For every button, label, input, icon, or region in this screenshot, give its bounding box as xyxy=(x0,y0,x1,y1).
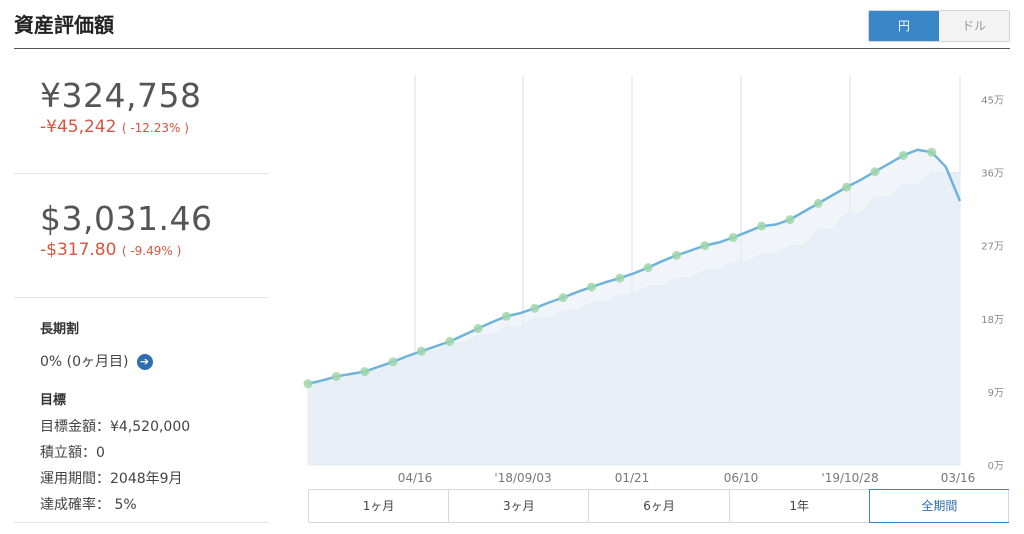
purchase-marker xyxy=(558,293,568,303)
yen-summary: ¥324,758 -¥45,242 ( -12.23% ) xyxy=(14,76,268,137)
x-tick-label: 03/16 xyxy=(941,471,976,485)
usd-value: $3,031.46 xyxy=(40,199,213,238)
currency-toggle: 円 ドル xyxy=(868,10,1010,42)
purchase-marker xyxy=(501,311,511,321)
purchase-marker xyxy=(615,273,625,283)
long-term-value: 0% (0ヶ月目) xyxy=(40,354,129,370)
x-tick-label: 06/10 xyxy=(724,471,759,485)
value-area xyxy=(308,149,960,465)
usd-change-amount: -$317.80 xyxy=(40,240,117,260)
arrow-right-icon[interactable]: ➔ xyxy=(136,354,153,370)
usd-change: -$317.80 ( -9.49% ) xyxy=(40,240,268,260)
purchase-marker xyxy=(757,221,767,231)
long-term-section: 長期割 0% (0ヶ月目) ➔ xyxy=(14,318,268,371)
purchase-marker xyxy=(586,282,596,292)
y-tick-label: 27万 xyxy=(981,242,1004,253)
purchase-marker xyxy=(303,379,313,389)
divider xyxy=(14,297,268,298)
range-1m-button[interactable]: 1ヶ月 xyxy=(309,490,450,522)
range-6m-button[interactable]: 6ヶ月 xyxy=(589,490,730,522)
value-line xyxy=(307,148,962,385)
goal-achievement: 達成確率： 5% xyxy=(40,497,137,513)
yen-change: -¥45,242 ( -12.23% ) xyxy=(40,117,268,137)
purchase-marker xyxy=(927,147,937,157)
goal-period: 運用期間：2048年9月 xyxy=(40,471,183,487)
page-title: 資産評価額 xyxy=(14,13,114,37)
range-1y-button[interactable]: 1年 xyxy=(730,490,870,522)
y-tick-label: 9万 xyxy=(988,388,1004,399)
purchase-marker xyxy=(530,303,540,313)
currency-yen-button[interactable]: 円 xyxy=(869,11,939,41)
x-tick-label: 04/16 xyxy=(398,471,433,485)
purchase-marker xyxy=(331,371,341,381)
goal-target-amount: 目標金額：¥4,520,000 xyxy=(40,419,191,435)
goal-label: 目標 xyxy=(40,393,67,408)
purchase-marker xyxy=(360,367,370,377)
header-divider xyxy=(14,48,1010,49)
divider xyxy=(14,522,268,523)
purchase-marker xyxy=(416,346,426,356)
range-selector: 1ヶ月 3ヶ月 6ヶ月 1年 全期間 xyxy=(308,489,1010,523)
currency-dollar-button[interactable]: ドル xyxy=(939,11,1009,41)
yen-change-amount: -¥45,242 xyxy=(40,117,117,137)
yen-change-percent: ( -12.23% ) xyxy=(121,121,189,135)
purchase-marker xyxy=(870,167,880,177)
contribution-area xyxy=(307,172,961,466)
purchase-marker xyxy=(445,337,455,346)
usd-summary: $3,031.46 -$317.80 ( -9.49% ) xyxy=(14,199,268,260)
yen-value: ¥324,758 xyxy=(40,76,202,115)
purchase-marker xyxy=(473,324,483,333)
usd-change-percent: ( -9.49% ) xyxy=(121,244,182,258)
x-tick-label: '19/10/28 xyxy=(821,471,878,485)
long-term-label: 長期割 xyxy=(40,322,80,337)
long-term-value-row: 0% (0ヶ月目) ➔ xyxy=(40,351,268,371)
range-3m-button[interactable]: 3ヶ月 xyxy=(449,490,590,522)
purchase-marker xyxy=(700,241,710,251)
divider xyxy=(14,173,268,174)
goal-section: 目標 目標金額：¥4,520,000 積立額：0 運用期間：2048年9月 達成… xyxy=(14,389,268,514)
x-tick-label: '18/09/03 xyxy=(494,471,551,485)
y-tick-label: 0万 xyxy=(988,461,1004,472)
purchase-marker xyxy=(813,198,823,208)
y-tick-label: 45万 xyxy=(981,95,1004,106)
y-tick-label: 36万 xyxy=(981,169,1004,180)
range-all-button[interactable]: 全期間 xyxy=(868,489,1010,523)
purchase-marker xyxy=(388,357,398,367)
goal-accumulation: 積立額：0 xyxy=(40,445,105,461)
purchase-marker xyxy=(785,215,795,225)
purchase-marker xyxy=(643,263,653,273)
purchase-marker xyxy=(672,250,682,260)
x-tick-label: 01/21 xyxy=(615,471,650,485)
purchase-marker xyxy=(898,150,908,160)
y-tick-label: 18万 xyxy=(981,315,1004,326)
purchase-marker xyxy=(842,182,852,192)
purchase-marker xyxy=(728,233,738,242)
